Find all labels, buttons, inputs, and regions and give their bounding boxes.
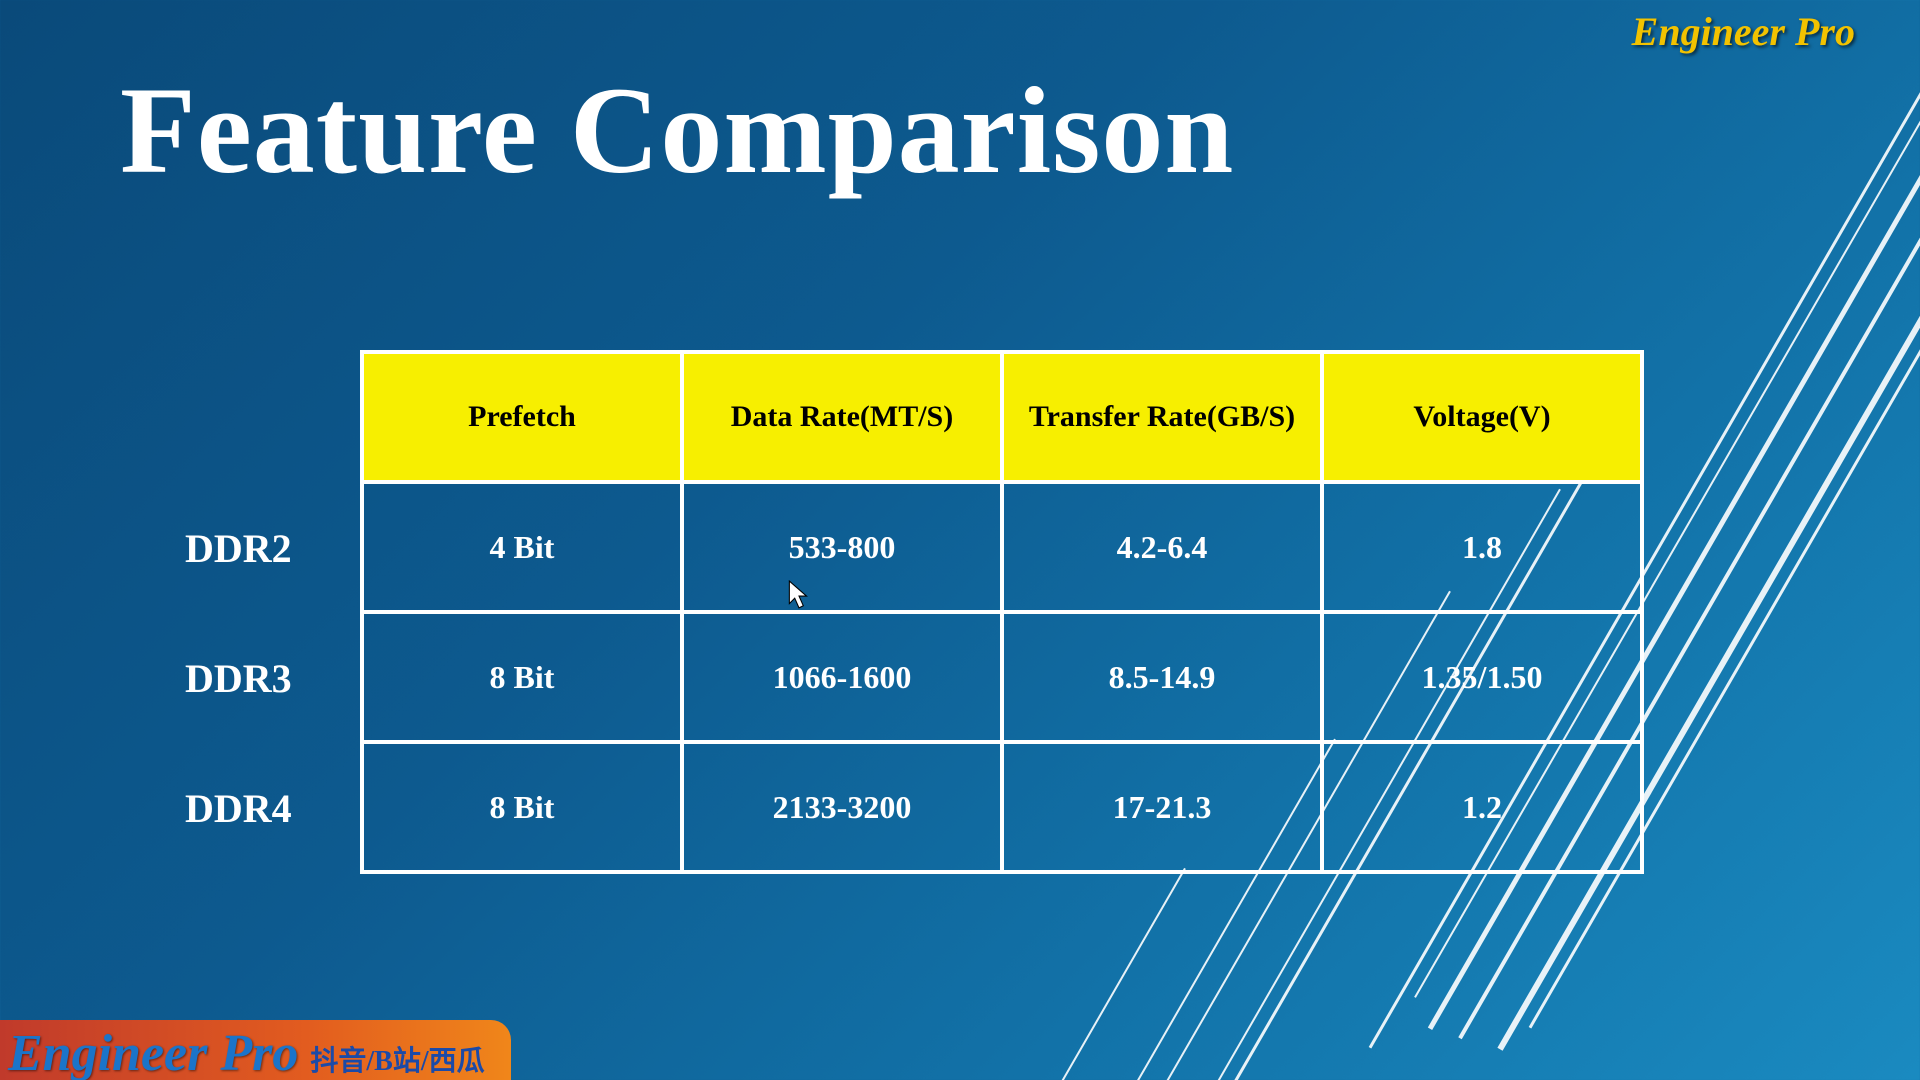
brand-watermark-top: Engineer Pro bbox=[1632, 8, 1855, 55]
row-label: DDR2 bbox=[185, 525, 292, 572]
row-label: DDR4 bbox=[185, 785, 292, 832]
row-label: DDR3 bbox=[185, 655, 292, 702]
table-header-cell: Prefetch bbox=[362, 352, 682, 482]
table-cell: 1.35/1.50 bbox=[1322, 612, 1642, 742]
table-cell: 2133-3200 bbox=[682, 742, 1002, 872]
table-cell: 4 Bit bbox=[362, 482, 682, 612]
table-header-cell: Data Rate(MT/S) bbox=[682, 352, 1002, 482]
table-header-row: PrefetchData Rate(MT/S)Transfer Rate(GB/… bbox=[362, 352, 1642, 482]
comparison-table-wrap: DDR2DDR3DDR4 PrefetchData Rate(MT/S)Tran… bbox=[360, 350, 1644, 874]
table-cell: 8.5-14.9 bbox=[1002, 612, 1322, 742]
table-cell: 8 Bit bbox=[362, 742, 682, 872]
table-row: 8 Bit1066-16008.5-14.91.35/1.50 bbox=[362, 612, 1642, 742]
table-cell: 533-800 bbox=[682, 482, 1002, 612]
table-cell: 4.2-6.4 bbox=[1002, 482, 1322, 612]
table-cell: 1.2 bbox=[1322, 742, 1642, 872]
brand-strip-name: Engineer Pro bbox=[8, 1024, 298, 1080]
table-body: 4 Bit533-8004.2-6.41.88 Bit1066-16008.5-… bbox=[362, 482, 1642, 872]
brand-strip-sub: 抖音/B站/西瓜 bbox=[310, 1039, 484, 1079]
comparison-table: PrefetchData Rate(MT/S)Transfer Rate(GB/… bbox=[360, 350, 1644, 874]
page-title: Feature Comparison bbox=[120, 60, 1234, 202]
table-cell: 8 Bit bbox=[362, 612, 682, 742]
brand-strip-bottom: Engineer Pro 抖音/B站/西瓜 bbox=[0, 1020, 511, 1080]
table-cell: 1.8 bbox=[1322, 482, 1642, 612]
table-cell: 17-21.3 bbox=[1002, 742, 1322, 872]
table-row: 8 Bit2133-320017-21.31.2 bbox=[362, 742, 1642, 872]
table-cell: 1066-1600 bbox=[682, 612, 1002, 742]
table-header-cell: Transfer Rate(GB/S) bbox=[1002, 352, 1322, 482]
streak-line bbox=[1054, 868, 1186, 1080]
table-row: 4 Bit533-8004.2-6.41.8 bbox=[362, 482, 1642, 612]
table-header-cell: Voltage(V) bbox=[1322, 352, 1642, 482]
